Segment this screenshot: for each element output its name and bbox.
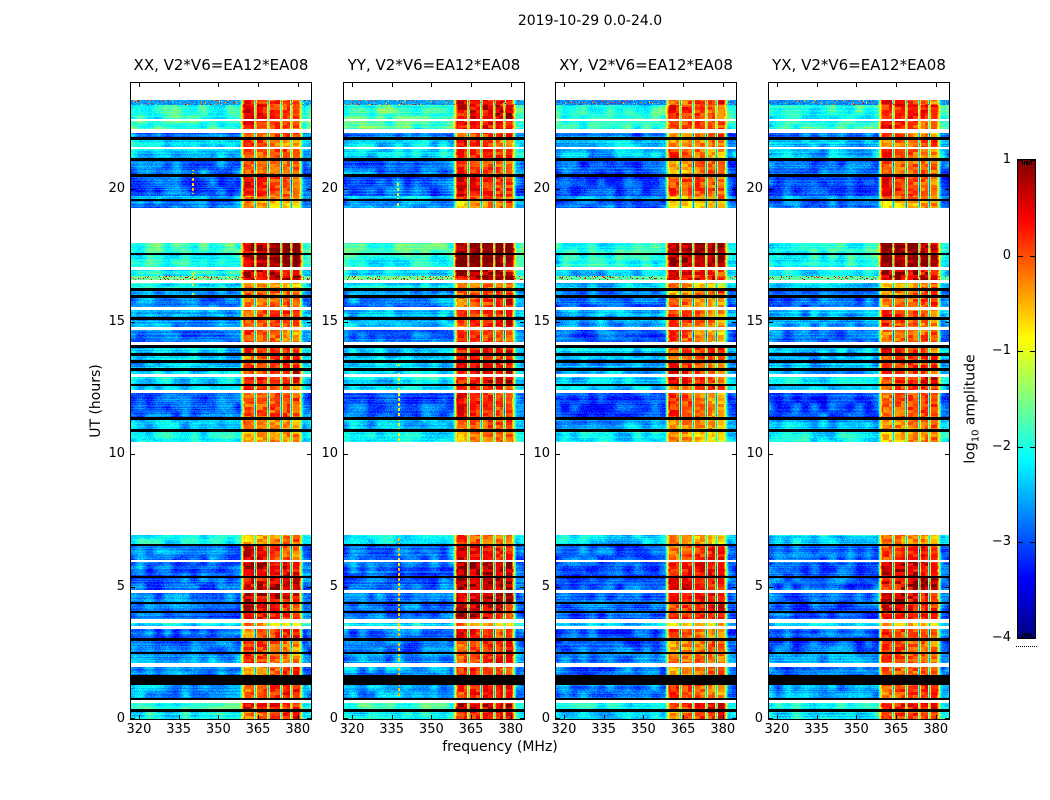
x-tick-label: 320 <box>764 722 790 737</box>
x-tick-label: 380 <box>498 722 524 737</box>
colorbar-tick-label: 0 <box>1002 247 1011 263</box>
y-tick-label: 0 <box>541 711 550 726</box>
figure-title: 2019-10-29 0.0-24.0 <box>517 13 663 29</box>
x-tick-label: 335 <box>591 722 617 737</box>
panel-title-yx: YX, V2*V6=EA12*EA08 <box>772 56 946 74</box>
y-tick-label: 5 <box>116 578 125 594</box>
x-tick-label: 320 <box>126 722 152 737</box>
panel-title-xy: XY, V2*V6=EA12*EA08 <box>559 56 733 74</box>
y-tick-label: 5 <box>329 578 338 594</box>
y-tick-label: 0 <box>754 711 763 726</box>
x-tick-label: 350 <box>205 722 231 737</box>
colorbar-end-dots <box>1016 646 1037 647</box>
y-tick-label: 15 <box>321 313 338 329</box>
x-tick-label: 365 <box>883 722 909 737</box>
x-tick-label: 350 <box>630 722 656 737</box>
panel-xx: XX, V2*V6=EA12*EA08 <box>130 56 312 720</box>
y-tick-label: 0 <box>329 711 338 726</box>
x-tick-label: 320 <box>339 722 365 737</box>
spectrogram-xy-canvas <box>555 82 737 720</box>
x-tick-label: 380 <box>710 722 736 737</box>
panel-yy: YY, V2*V6=EA12*EA08 <box>343 56 525 720</box>
panel-title-xx: XX, V2*V6=EA12*EA08 <box>133 56 309 74</box>
x-tick-label: 365 <box>670 722 696 737</box>
y-tick-label: 10 <box>746 446 763 461</box>
y-tick-label: 20 <box>533 181 550 196</box>
y-tick-label: 15 <box>533 313 550 329</box>
y-tick-label: 15 <box>108 313 125 329</box>
x-tick-label: 365 <box>245 722 271 737</box>
colorbar-label-amplitude: amplitude <box>962 354 979 430</box>
panel-yx: YX, V2*V6=EA12*EA08 <box>768 56 950 720</box>
colorbar-tick-label: −1 <box>991 343 1011 359</box>
x-tick-label: 320 <box>551 722 577 737</box>
x-tick-label: 380 <box>923 722 949 737</box>
y-tick-label: 15 <box>746 313 763 329</box>
y-tick-label: 10 <box>108 446 125 461</box>
spectrogram-yy-canvas <box>343 82 525 720</box>
colorbar-tick-label: −3 <box>991 534 1011 550</box>
colorbar-tick-label: −4 <box>991 630 1011 645</box>
y-tick-label: 20 <box>108 181 125 196</box>
spectrogram-yx-canvas <box>768 82 950 720</box>
colorbar-tick-label: −2 <box>991 438 1011 454</box>
x-tick-label: 335 <box>379 722 405 737</box>
colorbar <box>1017 159 1036 639</box>
x-tick-label: 335 <box>804 722 830 737</box>
x-tick-label: 365 <box>458 722 484 737</box>
y-tick-label: 0 <box>116 711 125 726</box>
x-tick-label: 380 <box>285 722 311 737</box>
colorbar-canvas <box>1017 159 1036 639</box>
x-axis-label: frequency (MHz) <box>442 739 558 755</box>
y-tick-label: 5 <box>541 578 550 594</box>
y-tick-label: 10 <box>533 446 550 461</box>
colorbar-tick-label: 1 <box>1002 152 1011 167</box>
panel-title-yy: YY, V2*V6=EA12*EA08 <box>347 56 521 74</box>
y-axis-label: UT (hours) <box>88 364 104 438</box>
y-tick-label: 20 <box>321 181 338 196</box>
spectrogram-xx-canvas <box>130 82 312 720</box>
x-tick-label: 350 <box>418 722 444 737</box>
x-tick-label: 335 <box>166 722 192 737</box>
panel-xy: XY, V2*V6=EA12*EA08 <box>555 56 737 720</box>
y-tick-label: 5 <box>754 578 763 594</box>
y-tick-label: 20 <box>746 181 763 196</box>
x-tick-label: 350 <box>843 722 869 737</box>
y-tick-label: 10 <box>321 446 338 461</box>
